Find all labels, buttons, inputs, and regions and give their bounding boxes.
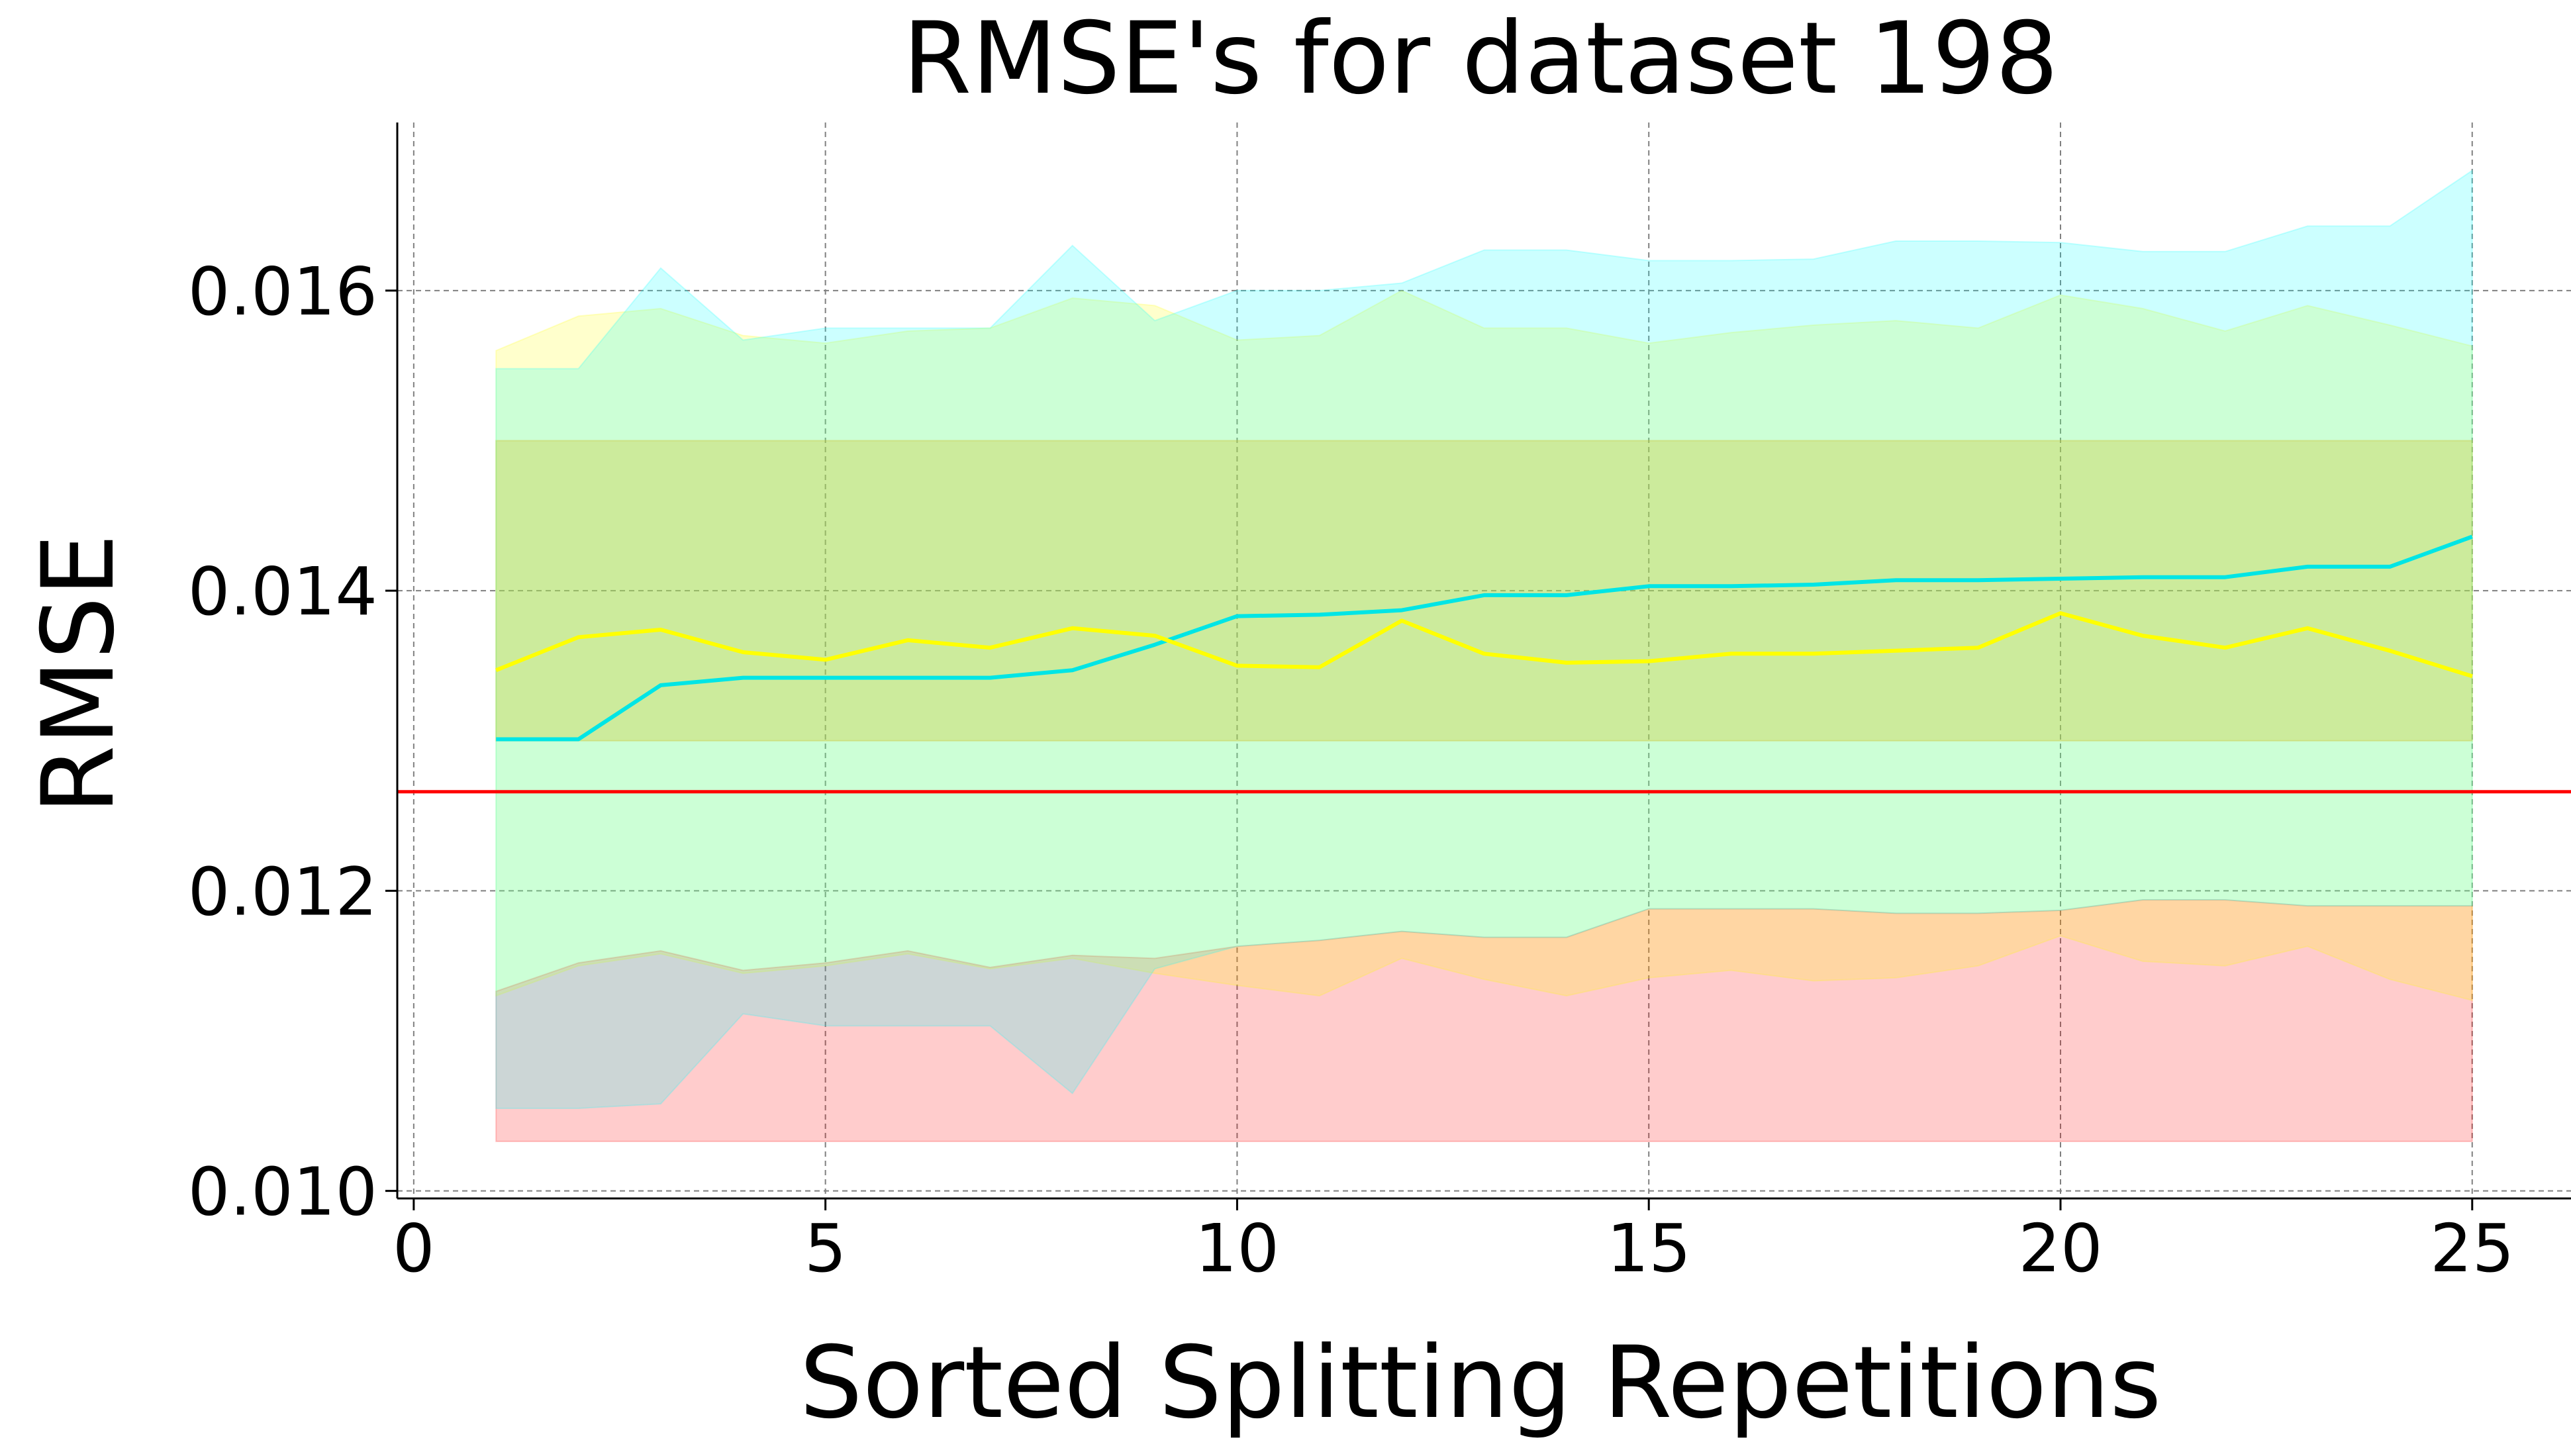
y-tick-labels: 0.010 0.012 0.014 0.016 bbox=[188, 253, 377, 1231]
y-axis-label: RMSE bbox=[21, 534, 136, 814]
tick-marks bbox=[385, 289, 2474, 1210]
x-tick-labels: 0 5 10 15 20 25 bbox=[393, 1210, 2514, 1287]
y-tick-label: 0.010 bbox=[188, 1153, 377, 1231]
confidence-band bbox=[495, 169, 2473, 1109]
chart-title: RMSE's for dataset 198 bbox=[902, 1, 2059, 117]
series-line bbox=[496, 534, 2473, 742]
confidence-band bbox=[495, 440, 2473, 742]
axes bbox=[396, 122, 2571, 1200]
confidence-bands bbox=[495, 169, 2473, 1142]
x-tick-label: 15 bbox=[1607, 1210, 1691, 1287]
x-tick-label: 25 bbox=[2430, 1210, 2514, 1287]
x-tick-label: 20 bbox=[2018, 1210, 2102, 1287]
x-tick-label: 0 bbox=[393, 1210, 435, 1287]
confidence-band bbox=[495, 289, 2473, 1002]
x-tick-label: 5 bbox=[804, 1210, 847, 1287]
series-lines bbox=[495, 534, 2473, 742]
series-line bbox=[495, 611, 2473, 679]
x-axis-label: Sorted Splitting Repetitions bbox=[800, 1326, 2162, 1441]
confidence-band bbox=[495, 899, 2473, 1142]
y-tick-label: 0.016 bbox=[188, 253, 377, 330]
y-tick-label: 0.014 bbox=[188, 553, 377, 630]
y-tick-label: 0.012 bbox=[188, 853, 377, 930]
x-tick-label: 10 bbox=[1195, 1210, 1279, 1287]
